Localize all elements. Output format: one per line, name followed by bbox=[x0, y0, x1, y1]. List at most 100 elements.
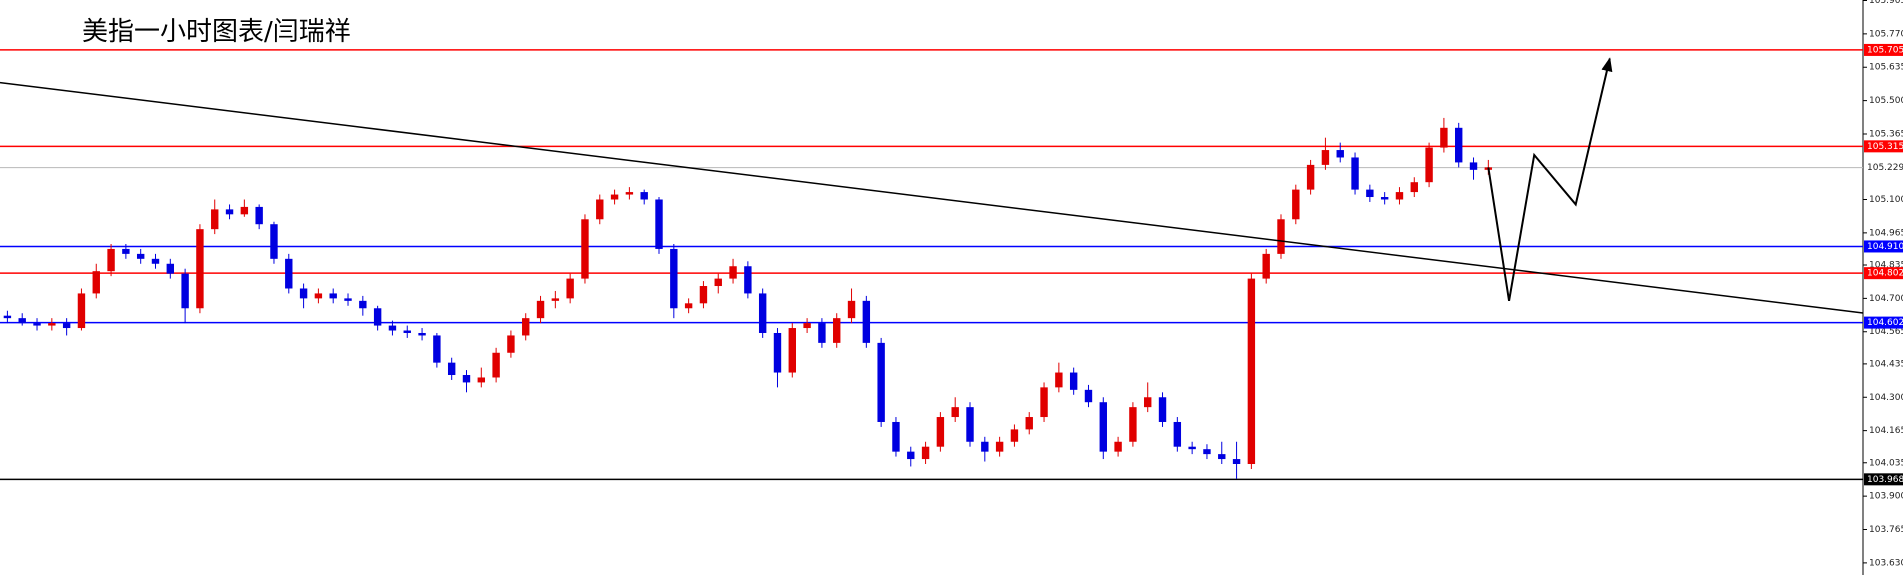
price-level-tag bbox=[1864, 240, 1903, 253]
candle-body bbox=[344, 298, 352, 301]
y-tick-label: 105.500 bbox=[1869, 96, 1903, 106]
candle-body bbox=[314, 293, 323, 299]
candle-body bbox=[1232, 459, 1241, 465]
candle-body bbox=[684, 303, 693, 309]
candle-body bbox=[388, 325, 397, 331]
candle-body bbox=[981, 441, 989, 452]
trend-line bbox=[0, 81, 1864, 314]
candle-body bbox=[966, 407, 974, 442]
forecast-path bbox=[1487, 57, 1613, 302]
y-tick-label: 105.100 bbox=[1869, 195, 1903, 205]
candle-body bbox=[1084, 389, 1093, 403]
candle-body bbox=[714, 278, 722, 287]
price-level-tag bbox=[1864, 316, 1903, 329]
candle-body bbox=[33, 323, 41, 326]
price-level-label: 104.602 bbox=[1867, 318, 1903, 328]
candle-body bbox=[1262, 253, 1270, 279]
candle-body bbox=[773, 332, 782, 373]
candle-body bbox=[1099, 402, 1107, 452]
candle-body bbox=[536, 300, 545, 319]
candle-body bbox=[1025, 417, 1033, 430]
y-tick-label: 103.765 bbox=[1869, 525, 1903, 535]
candle-body bbox=[833, 318, 841, 343]
candle-body bbox=[907, 451, 915, 460]
candle-body bbox=[596, 199, 604, 220]
y-tick-label: 104.700 bbox=[1869, 294, 1903, 304]
y-tick-label: 105.905 bbox=[1869, 0, 1903, 6]
candle-body bbox=[1440, 127, 1448, 148]
candle-body bbox=[92, 271, 100, 294]
candle-body bbox=[1158, 397, 1167, 422]
candle-body bbox=[477, 377, 486, 383]
candle-body bbox=[1425, 147, 1433, 183]
candle-body bbox=[1144, 397, 1152, 408]
price-level-label: 103.968 bbox=[1867, 475, 1903, 485]
candle-body bbox=[48, 323, 56, 326]
candle-body bbox=[285, 258, 293, 289]
candle-body bbox=[1188, 446, 1196, 450]
candle-body bbox=[1395, 192, 1404, 200]
price-level-label: 104.802 bbox=[1867, 269, 1903, 279]
candle-body bbox=[225, 209, 234, 215]
price-level-tag bbox=[1864, 43, 1903, 56]
candle-body bbox=[447, 362, 456, 376]
candle-body bbox=[655, 199, 663, 249]
candle-body bbox=[995, 441, 1004, 452]
candle-body bbox=[151, 258, 160, 264]
candle-body bbox=[1351, 157, 1359, 190]
candle-body bbox=[270, 224, 278, 259]
candle-body bbox=[551, 298, 560, 301]
y-tick-label: 104.835 bbox=[1869, 261, 1903, 271]
candle-body bbox=[847, 300, 856, 319]
candle-body bbox=[403, 330, 411, 333]
candle-body bbox=[1069, 372, 1078, 390]
candle-body bbox=[299, 288, 308, 299]
candle-body bbox=[1277, 219, 1285, 254]
candle-body bbox=[181, 273, 189, 309]
y-tick-label: 104.435 bbox=[1869, 359, 1903, 369]
candle-body bbox=[1336, 150, 1344, 158]
candle-body bbox=[136, 253, 145, 259]
candle-body bbox=[610, 194, 619, 200]
candle-body bbox=[1321, 150, 1330, 165]
candle-body bbox=[892, 421, 900, 452]
candle-body bbox=[1203, 449, 1211, 455]
price-level-label: 104.910 bbox=[1867, 242, 1903, 252]
price-level-tag bbox=[1864, 267, 1903, 280]
candle-body bbox=[1366, 189, 1374, 198]
candle-body bbox=[107, 248, 115, 272]
candle-body bbox=[1114, 441, 1122, 452]
candle-body bbox=[1292, 189, 1300, 220]
candle-body bbox=[211, 209, 219, 230]
candle-body bbox=[758, 293, 767, 333]
candle-body bbox=[1129, 407, 1137, 442]
candle-body bbox=[373, 308, 382, 326]
candle-body bbox=[240, 206, 249, 215]
candle-body bbox=[729, 266, 737, 279]
candle-body bbox=[1306, 164, 1315, 190]
candle-body bbox=[625, 192, 634, 195]
price-level-label: 105.705 bbox=[1867, 45, 1903, 55]
candle-body bbox=[640, 192, 648, 200]
candle-body bbox=[921, 446, 930, 460]
candle-body bbox=[77, 293, 86, 329]
y-tick-label: 105.635 bbox=[1869, 63, 1903, 73]
y-tick-label: 104.300 bbox=[1869, 393, 1903, 403]
candle-body bbox=[522, 318, 530, 336]
candle-body bbox=[433, 335, 441, 363]
candle-body bbox=[877, 342, 885, 422]
chart-title: 美指一小时图表/闫瑞祥 bbox=[82, 17, 351, 47]
y-tick-label: 103.900 bbox=[1869, 492, 1903, 502]
candle-body bbox=[1380, 197, 1389, 200]
candle-body bbox=[1455, 127, 1463, 163]
candle-body bbox=[359, 300, 367, 309]
y-tick-label: 104.165 bbox=[1869, 426, 1903, 436]
price-level-tag bbox=[1864, 140, 1903, 153]
candle-body bbox=[1055, 372, 1063, 388]
candle-body bbox=[62, 323, 71, 329]
candle-body bbox=[1040, 387, 1048, 418]
candle-body bbox=[1410, 182, 1418, 193]
candle-body bbox=[255, 206, 263, 225]
candle-body bbox=[1010, 429, 1019, 442]
candle-body bbox=[951, 407, 959, 418]
